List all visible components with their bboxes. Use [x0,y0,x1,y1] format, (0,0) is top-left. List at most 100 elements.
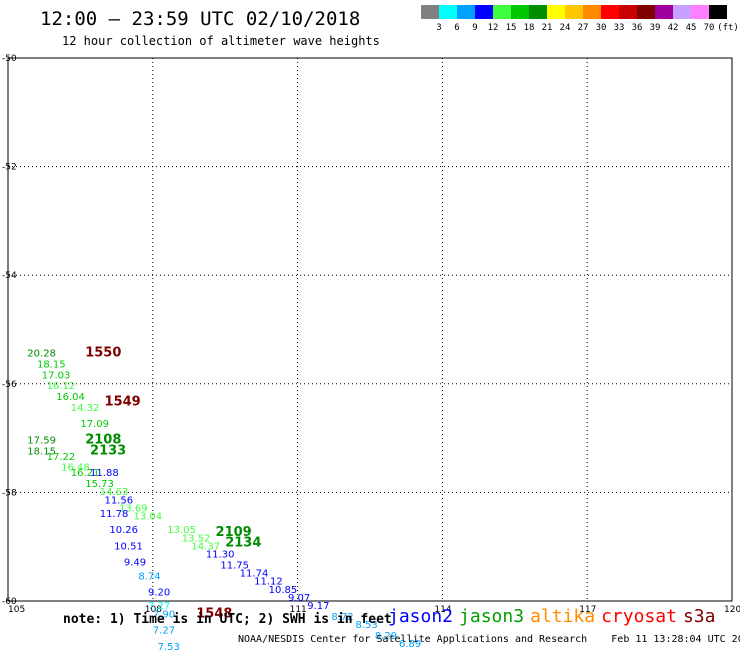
swh-point-label: 11.30 [206,550,235,561]
swh-point-label: 8.53 [356,620,378,631]
legend-swatch [421,5,439,19]
x-tick-label: 105 [8,605,25,615]
pass-time-annotation: 1549 [105,395,141,410]
legend-swatch [457,5,475,19]
satellite-legend: jason2 jason3 altika cryosat s3a [388,606,721,627]
legend-label: 3 [436,23,442,33]
legend-swatch [439,5,457,19]
legend-label: 39 [649,23,661,33]
swh-point-label: 13.69 [119,503,148,514]
satellite-name-jason2: jason2 [388,606,454,627]
swh-point-label: 9.17 [307,601,329,612]
swh-point-label: 10.51 [114,541,143,552]
swh-point-label: 11.88 [90,468,119,479]
x-tick-label: 117 [579,605,596,615]
swh-point-label: 6.89 [399,639,421,650]
legend-swatch [637,5,655,19]
y-tick-label: -56 [2,380,17,390]
swh-point-label: 18.15 [37,360,66,371]
legend-label: 27 [577,23,589,33]
chart-title: 12:00 — 23:59 UTC 02/10/2018 [40,8,361,30]
swh-point-label: 11.12 [254,577,283,588]
legend-swatch [475,5,493,19]
x-tick-label: 108 [145,605,162,615]
x-tick-label: 114 [434,605,451,615]
swh-point-label: 14.63 [100,487,129,498]
swh-point-label: 8.72 [331,612,353,623]
swh-point-label: 7.27 [148,601,170,612]
satellite-name-altika: altika [530,606,596,627]
pass-time-annotation: 2108 [85,433,121,448]
legend-label: 36 [631,23,643,33]
swh-point-label: 16.04 [56,392,85,403]
legend-swatch [619,5,637,19]
swh-point-label: 11.78 [100,509,129,520]
legend-label: 45 [685,23,697,33]
legend-label: 9 [472,23,478,33]
swh-point-label: 14.32 [71,403,100,414]
swh-point-label: 11.56 [105,495,134,506]
swh-point-label: 17.22 [47,452,76,463]
swh-point-label: 13.05 [167,525,196,536]
legend-label: 18 [523,23,535,33]
swh-point-label: 13.04 [133,512,162,523]
legend-label: 15 [505,23,517,33]
x-tick-label: 120 [724,605,740,615]
swh-point-label: 7.90 [153,609,175,620]
legend-label: 70 [703,23,715,33]
legend-label: 12 [487,23,499,33]
footer-credit: NOAA/NESDIS Center for Satellite Applica… [238,634,740,645]
swh-point-label: 17.03 [42,370,71,381]
legend-label: 6 [454,23,460,33]
pass-time-annotation: 2109 [216,525,252,540]
chart-subtitle: 12 hour collection of altimeter wave hei… [62,34,380,48]
swh-point-label: 8.29 [375,631,397,642]
plot-frame [7,57,733,602]
pass-time-annotation: 1548 [196,606,232,621]
legend-unit: (ft) [717,23,739,33]
legend-swatch [511,5,529,19]
legend-swatch [691,5,709,19]
pass-time-annotation: 2133 [90,443,126,458]
y-tick-label: -58 [2,488,17,498]
y-tick-label: -54 [2,271,17,281]
swh-point-label: 17.59 [27,436,56,447]
legend-swatch [673,5,691,19]
swh-point-label: 10.26 [109,525,138,536]
legend-swatch [565,5,583,19]
legend-label: 33 [613,23,625,33]
swh-point-label: 11.75 [220,560,249,571]
legend-label: 21 [541,23,553,33]
legend-swatch [583,5,601,19]
swh-point-label: 11.74 [240,569,269,580]
y-tick-label: -60 [2,597,17,607]
swh-point-label: 7.27 [153,626,175,637]
legend-swatch [709,5,727,19]
legend-swatch [493,5,511,19]
y-tick-label: -52 [2,163,17,173]
swh-point-label: 7.53 [158,642,180,650]
pass-time-annotation: 1550 [85,346,121,361]
satellite-name-jason3: jason3 [459,606,525,627]
swh-point-label: 9.07 [288,593,310,604]
swh-point-label: 16.21 [71,468,100,479]
y-tick-label: -50 [2,54,17,64]
swh-point-label: 17.09 [80,419,109,430]
swh-point-label: 8.74 [138,571,160,582]
x-tick-label: 111 [290,605,307,615]
satellite-name-cryosat: cryosat [601,606,677,627]
legend-swatch [655,5,673,19]
legend-swatch [601,5,619,19]
legend-label: 30 [595,23,607,33]
legend-label: 24 [559,23,571,33]
swh-point-label: 10.85 [269,585,298,596]
units-note: note: 1) Time is in UTC; 2) SWH is in fe… [63,612,392,627]
legend-label: 42 [667,23,679,33]
swh-point-label: 16.12 [47,381,76,392]
satellite-name-s3a: s3a [682,606,716,627]
swh-point-label: 13.52 [182,533,211,544]
swh-point-label: 20.28 [27,349,56,360]
legend-swatch [529,5,547,19]
swh-point-label: 14.37 [191,541,220,552]
